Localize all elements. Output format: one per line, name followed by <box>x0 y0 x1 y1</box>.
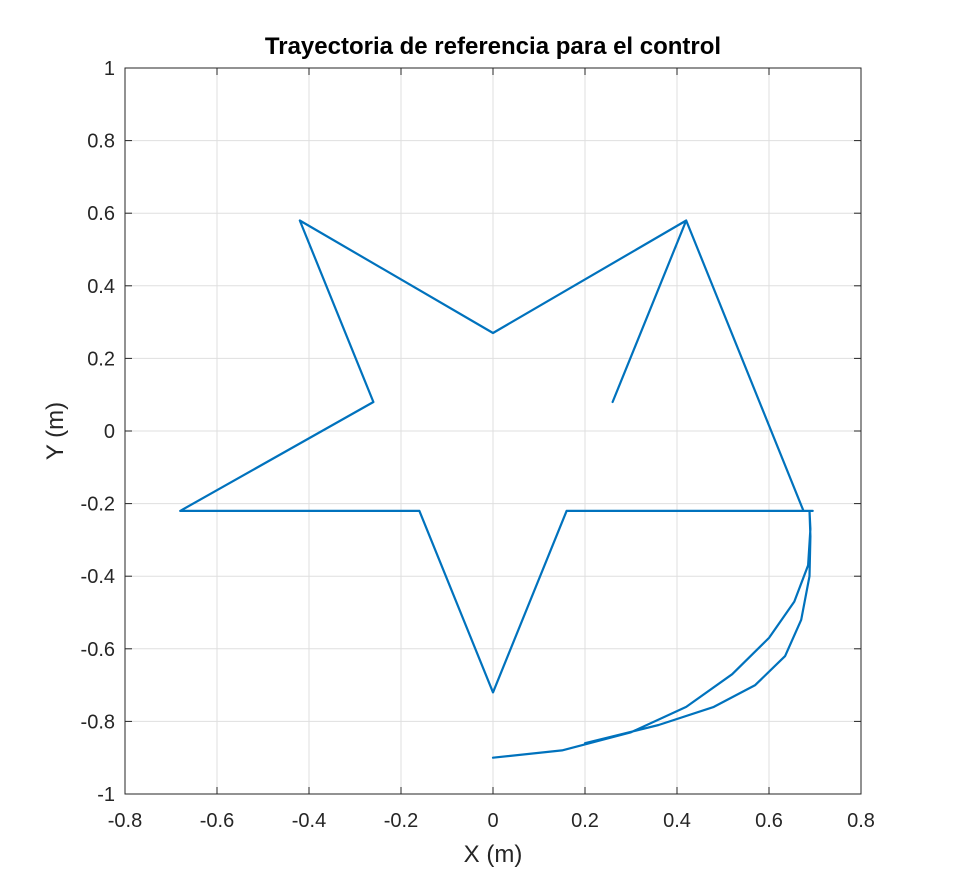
x-tick-labels: -0.8 -0.6 -0.4 -0.2 0 0.2 0.4 0.6 0.8 <box>108 810 875 832</box>
x-axis-label: X (m) <box>464 841 523 868</box>
y-tick-label: 0.4 <box>87 276 115 298</box>
trajectory-line <box>179 219 814 759</box>
axis-ticks <box>124 67 862 795</box>
y-tick-label: 0.8 <box>87 131 115 153</box>
y-tick-label: 0.2 <box>87 348 115 370</box>
y-tick-label: 0.6 <box>87 203 115 225</box>
x-tick-label: 0.8 <box>847 810 875 832</box>
y-tick-label: 0 <box>104 421 115 443</box>
chart-title: Trayectoria de referencia para el contro… <box>265 33 721 60</box>
y-tick-label: -0.6 <box>81 639 115 661</box>
x-tick-label: -0.6 <box>200 810 234 832</box>
x-tick-label: 0.6 <box>755 810 783 832</box>
x-tick-label: 0.4 <box>663 810 691 832</box>
x-tick-label: 0 <box>487 810 498 832</box>
x-tick-label: -0.2 <box>384 810 418 832</box>
y-tick-labels: 1 0.8 0.6 0.4 0.2 0 -0.2 -0.4 -0.6 -0.8 -1 <box>81 58 115 806</box>
y-tick-label: 1 <box>104 58 115 80</box>
grid-lines <box>124 67 862 795</box>
y-axis-label: Y (m) <box>42 402 69 460</box>
y-tick-label: -0.2 <box>81 494 115 516</box>
x-tick-label: 0.2 <box>571 810 599 832</box>
y-tick-label: -0.4 <box>81 566 115 588</box>
x-tick-label: -0.4 <box>292 810 326 832</box>
x-tick-label: -0.8 <box>108 810 142 832</box>
y-tick-label: -0.8 <box>81 711 115 733</box>
y-tick-label: -1 <box>97 784 115 806</box>
